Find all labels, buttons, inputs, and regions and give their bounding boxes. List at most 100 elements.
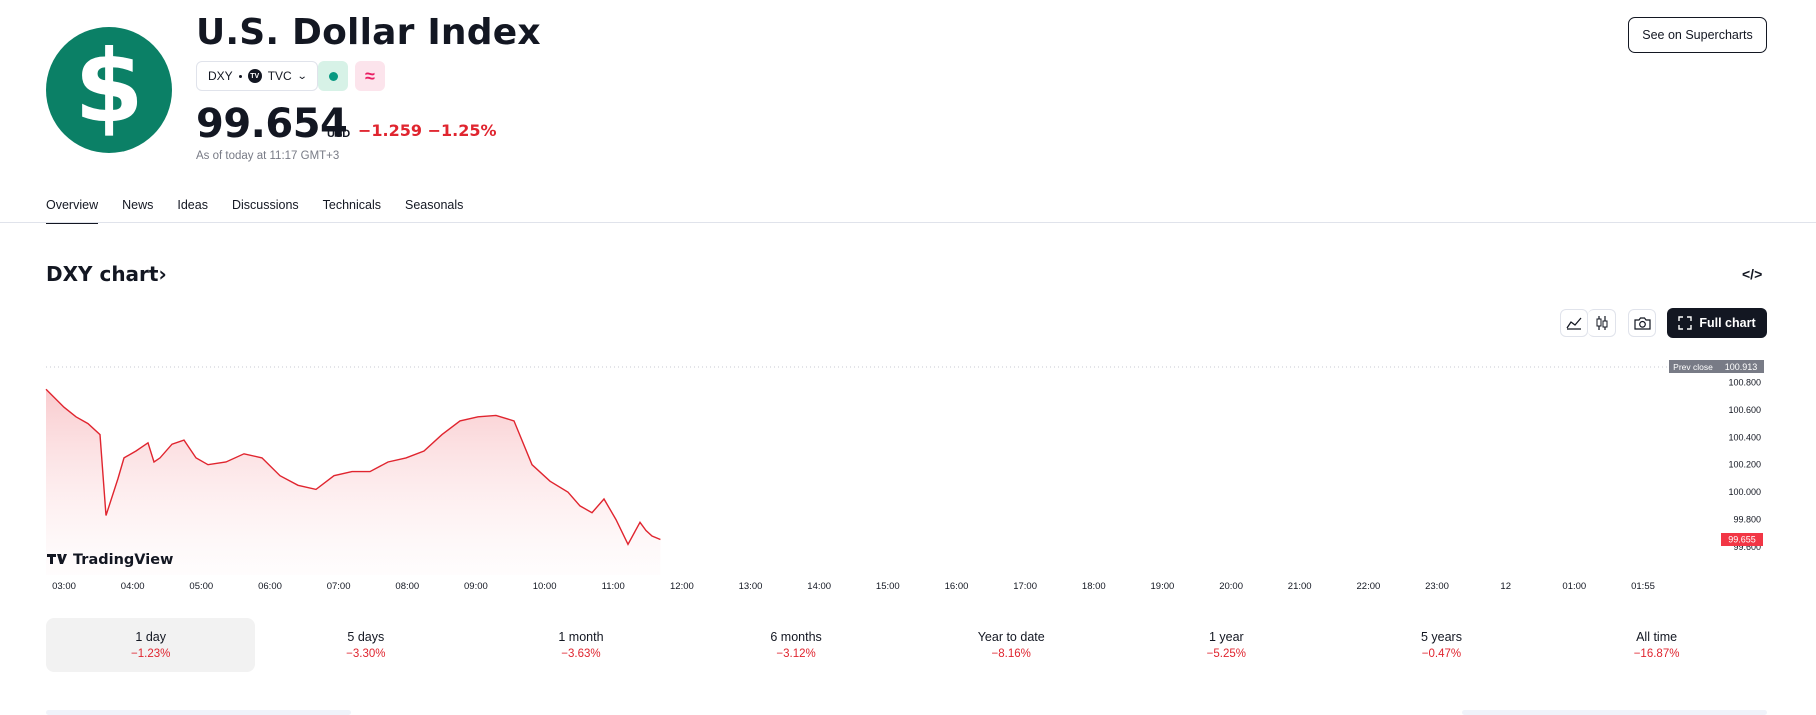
tab-discussions[interactable]: Discussions <box>231 198 299 212</box>
chevron-down-icon: ⌄ <box>296 70 308 82</box>
y-tick-label: 100.000 <box>1728 487 1761 497</box>
period-1-month[interactable]: 1 month −3.63% <box>476 618 685 672</box>
period-1-day[interactable]: 1 day −1.23% <box>46 618 256 672</box>
x-tick-label: 09:00 <box>464 581 488 592</box>
tabs-divider <box>0 222 1816 223</box>
camera-icon <box>1633 317 1651 330</box>
x-tick-label: 17:00 <box>1013 581 1037 592</box>
x-tick-label: 06:00 <box>258 581 282 592</box>
period-label: 1 year <box>1208 630 1244 644</box>
period-label: All time <box>1636 630 1678 644</box>
period-5-years[interactable]: 5 years −0.47% <box>1337 618 1546 672</box>
x-tick-label: 12:00 <box>670 581 694 592</box>
x-tick-label: 01:55 <box>1631 581 1655 592</box>
x-tick-label: 05:00 <box>189 581 213 592</box>
period-change: −1.23% <box>131 648 171 660</box>
x-tick-label: 18:00 <box>1082 581 1106 592</box>
section-tabs: Overview News Ideas Discussions Technica… <box>46 198 463 224</box>
period-selector: 1 day −1.23% 5 days −3.30% 1 month −3.63% 6… <box>46 618 1767 672</box>
separator-dot <box>238 74 242 78</box>
tab-technicals[interactable]: Technicals <box>322 198 382 212</box>
data-delay-icon[interactable]: ≈ <box>355 61 385 91</box>
x-tick-label: 23:00 <box>1425 581 1449 592</box>
candles-icon <box>1596 316 1607 330</box>
x-tick-label: 15:00 <box>876 581 900 592</box>
period-label: 1 day <box>135 630 167 644</box>
x-tick-label: 08:00 <box>395 581 419 592</box>
last-price-tag: 99.655 <box>1721 533 1763 546</box>
period-change: −3.30% <box>346 648 386 660</box>
embed-code-icon[interactable]: </> <box>1742 266 1763 282</box>
period-6-months[interactable]: 6 months −3.12% <box>691 618 900 672</box>
prev-close-value: 100.913 <box>1725 362 1758 372</box>
x-tick-label: 11:00 <box>602 581 625 592</box>
x-tick-label: 19:00 <box>1151 581 1175 592</box>
see-on-supercharts-button[interactable]: See on Supercharts <box>1628 17 1767 53</box>
market-open-status-icon[interactable] <box>318 61 348 91</box>
period-change: −5.25% <box>1206 648 1246 660</box>
price-line <box>45 388 661 546</box>
prev-close-label: Prev close <box>1673 362 1713 372</box>
x-tick-label: 10:00 <box>533 581 557 592</box>
x-tick-label: 12 <box>1500 581 1511 592</box>
currency-label: USD <box>327 128 351 140</box>
period-all-time[interactable]: All time −16.87% <box>1552 618 1761 672</box>
chevron-right-icon: › <box>158 262 167 286</box>
x-tick-label: 21:00 <box>1288 581 1312 592</box>
tradingview-logo-icon <box>47 554 67 564</box>
period-5-days[interactable]: 5 days −3.30% <box>261 618 470 672</box>
full-chart-button[interactable]: Full chart <box>1667 308 1767 338</box>
period-label: Year to date <box>977 630 1045 644</box>
area-chart-icon <box>1566 317 1582 330</box>
snapshot-button[interactable] <box>1628 309 1656 337</box>
price-change: −1.259 −1.25% <box>358 121 497 140</box>
chart-title-text: DXY chart <box>46 262 159 286</box>
chart-title-link[interactable]: DXY chart› <box>46 262 167 286</box>
period-label: 5 years <box>1420 630 1462 644</box>
x-tick-label: 13:00 <box>739 581 763 592</box>
prev-close-tag: Prev close <box>1669 360 1719 373</box>
x-tick-label: 01:00 <box>1562 581 1586 592</box>
last-price-label: 99.655 <box>1728 535 1756 545</box>
dollar-logo-icon: $ <box>46 27 172 153</box>
fullscreen-icon <box>1678 316 1693 330</box>
period-change: −8.16% <box>991 648 1031 660</box>
full-chart-label: Full chart <box>1699 316 1756 330</box>
period-label: 5 days <box>347 630 385 644</box>
symbol-selector[interactable]: DXY TV TVC ⌄ <box>196 61 319 91</box>
x-tick-label: 07:00 <box>327 581 351 592</box>
last-price: 99.654 <box>196 101 348 147</box>
period-year-to-date[interactable]: Year to date −8.16% <box>907 618 1116 672</box>
period-change: −3.12% <box>776 648 816 660</box>
x-tick-label: 14:00 <box>807 581 831 592</box>
tab-seasonals[interactable]: Seasonals <box>405 198 464 212</box>
exchange-label: TVC <box>267 69 292 83</box>
period-label: 1 month <box>558 630 604 644</box>
period-change: −16.87% <box>1633 648 1680 660</box>
period-label: 6 months <box>770 630 822 644</box>
x-tick-label: 04:00 <box>121 581 145 592</box>
as-of-timestamp: As of today at 11:17 GMT+3 <box>196 150 340 162</box>
next-section-edge <box>1462 710 1767 715</box>
tab-ideas[interactable]: Ideas <box>177 198 208 212</box>
y-tick-label: 99.800 <box>1733 515 1761 525</box>
tab-news[interactable]: News <box>122 198 154 212</box>
y-tick-label: 100.600 <box>1728 405 1761 415</box>
y-tick-label: 99.600 <box>1733 542 1761 552</box>
tab-overview[interactable]: Overview <box>46 198 99 224</box>
y-tick-label: 100.200 <box>1728 460 1761 470</box>
page-title: U.S. Dollar Index <box>196 12 541 53</box>
period-1-year[interactable]: 1 year −5.25% <box>1122 618 1331 672</box>
tradingview-exchange-icon: TV <box>247 69 262 83</box>
area-chart-style-button[interactable] <box>1560 309 1588 337</box>
y-tick-label: 100.800 <box>1728 378 1761 388</box>
y-tick-label: 100.400 <box>1728 432 1761 442</box>
price-chart[interactable]: 100.800 100.600 100.400 100.200 100.000 99.80… <box>0 355 1816 595</box>
ticker-label: DXY <box>208 69 233 83</box>
logo-symbol: $ <box>74 28 144 145</box>
x-tick-label: 22:00 <box>1357 581 1381 592</box>
watermark-text: TradingView <box>73 552 173 568</box>
period-change: −0.47% <box>1421 648 1462 660</box>
candle-chart-style-button[interactable] <box>1588 309 1616 337</box>
x-tick-label: 16:00 <box>945 581 969 592</box>
